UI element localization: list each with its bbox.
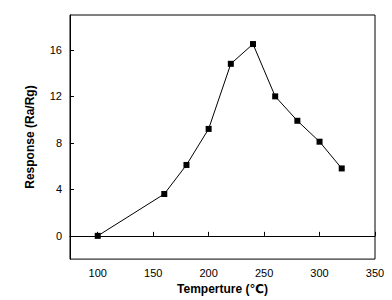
svg-text:100: 100 bbox=[89, 267, 107, 279]
svg-text:300: 300 bbox=[310, 267, 328, 279]
svg-text:150: 150 bbox=[144, 267, 162, 279]
svg-text:350: 350 bbox=[366, 267, 384, 279]
svg-text:4: 4 bbox=[56, 183, 62, 195]
svg-text:12: 12 bbox=[50, 90, 62, 102]
svg-text:200: 200 bbox=[199, 267, 217, 279]
svg-text:8: 8 bbox=[56, 137, 62, 149]
svg-text:16: 16 bbox=[50, 44, 62, 56]
svg-text:0: 0 bbox=[56, 230, 62, 242]
svg-text:Temperture (℃): Temperture (℃) bbox=[177, 282, 268, 296]
svg-text:Response (Ra/Rg): Response (Ra/Rg) bbox=[23, 85, 37, 188]
svg-text:250: 250 bbox=[255, 267, 273, 279]
